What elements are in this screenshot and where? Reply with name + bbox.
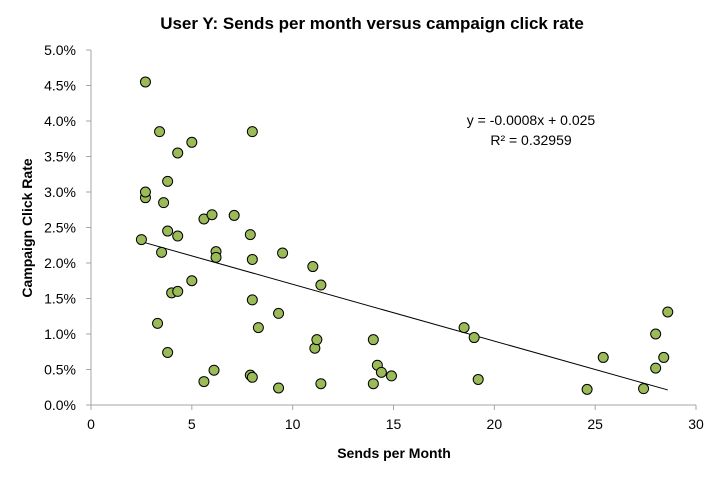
- data-point: [273, 307, 285, 319]
- data-point: [658, 351, 670, 363]
- data-point: [246, 371, 258, 383]
- data-point: [162, 175, 174, 187]
- data-point: [172, 230, 184, 242]
- data-point: [208, 364, 220, 376]
- data-point: [472, 373, 484, 385]
- y-tick-label: 4.0%: [44, 113, 76, 129]
- x-tick-label: 20: [487, 416, 503, 432]
- data-point: [650, 362, 662, 374]
- data-point: [468, 332, 480, 344]
- data-point: [315, 279, 327, 291]
- data-point: [273, 382, 285, 394]
- data-point: [186, 275, 198, 287]
- data-point: [228, 209, 240, 221]
- data-point: [367, 334, 379, 346]
- data-point: [458, 322, 470, 334]
- data-point: [638, 383, 650, 395]
- data-point: [367, 378, 379, 390]
- data-point: [172, 147, 184, 159]
- y-tick-label: 0.0%: [44, 397, 76, 413]
- data-point: [139, 76, 151, 88]
- y-tick-label: 2.0%: [44, 255, 76, 271]
- data-point: [252, 322, 264, 334]
- data-point: [158, 197, 170, 209]
- chart-title: User Y: Sends per month versus campaign …: [160, 14, 584, 33]
- y-tick-label: 1.0%: [44, 326, 76, 342]
- x-tick-label: 25: [587, 416, 603, 432]
- data-point: [315, 378, 327, 390]
- data-point: [244, 229, 256, 241]
- y-tick-label: 3.5%: [44, 149, 76, 165]
- data-point: [307, 261, 319, 273]
- data-point: [162, 225, 174, 237]
- data-point: [277, 247, 289, 259]
- data-point: [375, 366, 387, 378]
- data-point: [198, 376, 210, 388]
- x-tick-label: 0: [87, 416, 95, 432]
- data-point: [135, 234, 147, 246]
- data-point: [210, 251, 222, 263]
- data-point: [152, 317, 164, 329]
- data-point: [246, 253, 258, 265]
- y-tick-label: 3.0%: [44, 184, 76, 200]
- y-tick-label: 0.5%: [44, 362, 76, 378]
- data-point: [172, 285, 184, 297]
- trendline-equation: y = -0.0008x + 0.025: [467, 112, 596, 128]
- data-point: [162, 346, 174, 358]
- x-tick-label: 15: [386, 416, 402, 432]
- data-point: [581, 383, 593, 395]
- data-point: [246, 126, 258, 138]
- y-tick-label: 4.5%: [44, 78, 76, 94]
- data-point: [650, 328, 662, 340]
- data-point: [311, 334, 323, 346]
- data-point: [597, 351, 609, 363]
- data-point: [385, 370, 397, 382]
- x-axis-label: Sends per Month: [337, 445, 451, 461]
- y-tick-label: 5.0%: [44, 42, 76, 58]
- data-point: [156, 246, 168, 258]
- x-tick-label: 5: [188, 416, 196, 432]
- y-tick-label: 2.5%: [44, 220, 76, 236]
- data-point: [186, 136, 198, 148]
- trendline: [141, 241, 668, 391]
- y-axis-label: Campaign Click Rate: [19, 158, 35, 297]
- x-tick-label: 30: [688, 416, 704, 432]
- data-point: [246, 294, 258, 306]
- trendline-r-squared: R² = 0.32959: [490, 132, 572, 148]
- data-point: [662, 306, 674, 318]
- x-tick-label: 10: [285, 416, 301, 432]
- data-point: [206, 209, 218, 221]
- data-point: [139, 186, 151, 198]
- y-tick-label: 1.5%: [44, 291, 76, 307]
- data-point: [154, 126, 166, 138]
